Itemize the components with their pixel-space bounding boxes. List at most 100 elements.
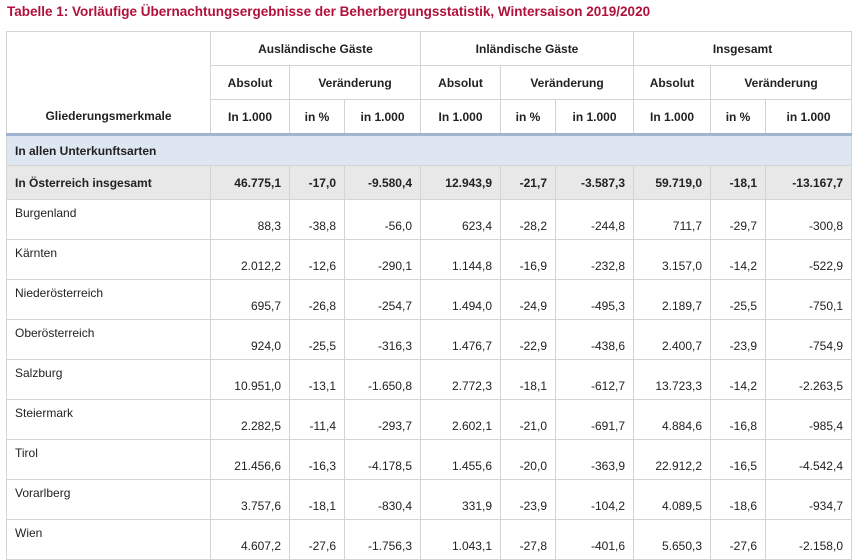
cell-value: -21,7: [500, 165, 556, 200]
cell-value: -495,3: [554, 279, 635, 320]
cell-value: -9.580,4: [344, 165, 421, 200]
cell-value: -12,6: [289, 239, 345, 280]
cell-value: 3.757,6: [210, 479, 290, 520]
unit-header-1000: in 1.000: [765, 99, 852, 135]
group-header-auslaendisch: Ausländische Gäste: [210, 31, 421, 66]
cell-value: -290,1: [344, 239, 421, 280]
cell-value: -16,5: [710, 439, 767, 480]
cell-value: -750,1: [765, 279, 852, 320]
cell-value: -1.756,3: [344, 519, 421, 560]
cell-value: -16,3: [289, 439, 345, 480]
cell-value: 3.157,0: [633, 239, 712, 280]
cell-value: -28,2: [500, 199, 556, 240]
cell-value: 711,7: [633, 199, 712, 240]
row-label: Wien: [6, 519, 211, 560]
cell-value: 5.650,3: [633, 519, 712, 560]
cell-value: -104,2: [554, 479, 635, 520]
cell-value: -26,8: [289, 279, 345, 320]
unit-header-pct: in %: [289, 99, 345, 135]
cell-value: 623,4: [420, 199, 501, 240]
cell-value: 1.144,8: [420, 239, 501, 280]
cell-value: 4.089,5: [633, 479, 712, 520]
cell-value: 46.775,1: [210, 165, 290, 200]
statistics-table: Gliederungsmerkmale Ausländische Gäste I…: [6, 31, 852, 560]
cell-value: 2.772,3: [420, 359, 501, 400]
cell-value: 695,7: [210, 279, 290, 320]
row-label: Tirol: [6, 439, 211, 480]
cell-value: -25,5: [710, 279, 767, 320]
cell-value: -21,0: [500, 399, 556, 440]
row-label: Oberösterreich: [6, 319, 211, 360]
cell-value: -23,9: [710, 319, 767, 360]
cell-value: -4.178,5: [344, 439, 421, 480]
cell-value: 1.043,1: [420, 519, 501, 560]
cell-value: -14,2: [710, 239, 767, 280]
veraenderung-header: Veränderung: [499, 65, 635, 100]
cell-value: -24,9: [500, 279, 556, 320]
unit-header-abs: In 1.000: [633, 99, 712, 135]
cell-value: 2.189,7: [633, 279, 712, 320]
row-label: In Österreich insgesamt: [6, 165, 211, 200]
group-header-inlaendisch: Inländische Gäste: [419, 31, 635, 66]
cell-value: -18,6: [710, 479, 767, 520]
cell-value: -363,9: [554, 439, 635, 480]
absolut-header: Absolut: [420, 65, 501, 100]
unit-header-1000: in 1.000: [554, 99, 635, 135]
cell-value: 22.912,2: [633, 439, 712, 480]
cell-value: -2.263,5: [765, 359, 852, 400]
row-label: Salzburg: [6, 359, 211, 400]
cell-value: -293,7: [344, 399, 421, 440]
cell-value: 4.884,6: [633, 399, 712, 440]
table-row: Burgenland 88,3 -38,8 -56,0 623,4 -28,2 -244,8…: [6, 199, 852, 240]
section-label: In allen Unterkunftsarten: [6, 133, 852, 166]
row-label: Niederösterreich: [6, 279, 211, 320]
table-title: Tabelle 1: Vorläufige Übernachtungsergeb…: [7, 4, 651, 19]
cell-value: -14,2: [710, 359, 767, 400]
cell-value: -29,7: [710, 199, 767, 240]
cell-value: -11,4: [289, 399, 345, 440]
cell-value: -232,8: [554, 239, 635, 280]
cell-value: -16,9: [500, 239, 556, 280]
cell-value: 2.012,2: [210, 239, 290, 280]
cell-value: -18,1: [710, 165, 767, 200]
cell-value: -244,8: [554, 199, 635, 240]
cell-value: -691,7: [554, 399, 635, 440]
cell-value: -23,9: [500, 479, 556, 520]
cell-value: -438,6: [554, 319, 635, 360]
cell-value: 1.455,6: [420, 439, 501, 480]
cell-value: -522,9: [765, 239, 852, 280]
row-label: Vorarlberg: [6, 479, 211, 520]
table-row: Salzburg 10.951,0 -13,1 -1.650,8 2.772,3 -18,…: [6, 359, 852, 400]
cell-value: -985,4: [765, 399, 852, 440]
table-row: Steiermark 2.282,5 -11,4 -293,7 2.602,1 -21,0…: [6, 399, 852, 440]
table-row: Tirol 21.456,6 -16,3 -4.178,5 1.455,6 -20,0 -3…: [6, 439, 852, 480]
row-label: Steiermark: [6, 399, 211, 440]
cell-value: 2.400,7: [633, 319, 712, 360]
cell-value: -27,6: [289, 519, 345, 560]
cell-value: 1.476,7: [420, 319, 501, 360]
table-row: Wien 4.607,2 -27,6 -1.756,3 1.043,1 -27,8 -401…: [6, 519, 852, 560]
cell-value: -27,8: [500, 519, 556, 560]
cell-value: -830,4: [344, 479, 421, 520]
cell-value: -934,7: [765, 479, 852, 520]
cell-value: 12.943,9: [420, 165, 501, 200]
cell-value: -20,0: [500, 439, 556, 480]
cell-value: -56,0: [344, 199, 421, 240]
cell-value: -25,5: [289, 319, 345, 360]
cell-value: -27,6: [710, 519, 767, 560]
absolut-header: Absolut: [633, 65, 712, 100]
table-row: Niederösterreich 695,7 -26,8 -254,7 1.494,0-…: [6, 279, 852, 320]
cell-value: 59.719,0: [633, 165, 712, 200]
cell-value: -16,8: [710, 399, 767, 440]
table-row: Kärnten 2.012,2 -12,6 -290,1 1.144,8 -16,9 -23…: [6, 239, 852, 280]
veraenderung-header: Veränderung: [289, 65, 421, 100]
cell-value: -316,3: [344, 319, 421, 360]
cell-value: -22,9: [500, 319, 556, 360]
cell-value: 2.282,5: [210, 399, 290, 440]
cell-value: 4.607,2: [210, 519, 290, 560]
cell-value: -13,1: [289, 359, 345, 400]
unit-header-pct: in %: [710, 99, 767, 135]
total-row: In Österreich insgesamt 46.775,1 -17,0 -9.5…: [6, 165, 852, 200]
cell-value: -401,6: [554, 519, 635, 560]
cell-value: -13.167,7: [765, 165, 852, 200]
